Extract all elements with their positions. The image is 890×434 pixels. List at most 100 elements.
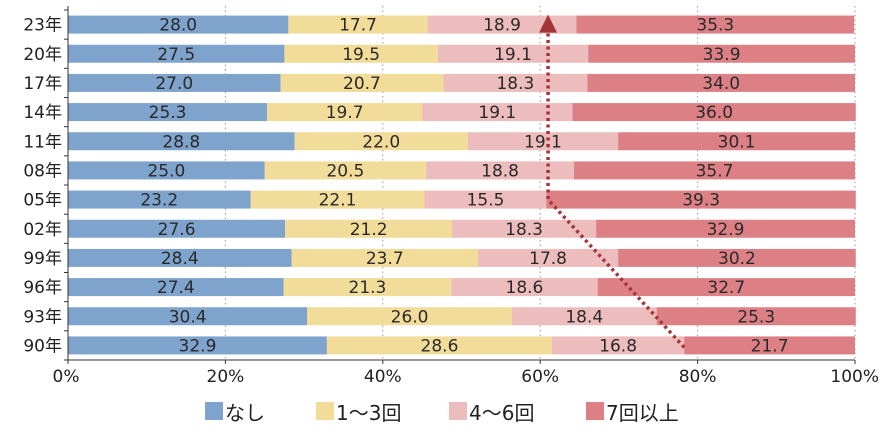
- data-label: 17.8: [529, 249, 567, 269]
- bar-segment: [424, 190, 547, 209]
- data-label: 17.7: [339, 16, 377, 36]
- data-labels: 28.0 17.7 18.9 35.3 27.5 19.5 19.1 33.9 27.0 20.7…: [140, 16, 788, 357]
- data-label: 23.7: [366, 249, 404, 269]
- bar-segment: [451, 278, 598, 297]
- x-tick-label: 20%: [207, 367, 245, 387]
- bar-segment: [574, 161, 855, 180]
- data-label: 23.2: [140, 191, 178, 211]
- category-label: 11年: [23, 132, 62, 152]
- category-label: 14年: [23, 103, 62, 123]
- category-label: 20年: [23, 45, 62, 65]
- bar-segment: [68, 190, 251, 209]
- data-label: 35.3: [696, 16, 734, 36]
- bar-segment: [588, 44, 855, 63]
- bar-segment: [572, 103, 856, 122]
- bar-segment: [68, 15, 289, 34]
- bar-segment: [68, 103, 268, 122]
- legend-label: 1～3回: [336, 400, 402, 425]
- bar-segment: [283, 278, 452, 297]
- data-label: 18.3: [496, 74, 534, 94]
- data-label: 27.4: [157, 278, 195, 298]
- bar-segment: [250, 190, 425, 209]
- bars: [68, 15, 856, 355]
- bar-segment: [68, 73, 281, 92]
- data-label: 33.9: [703, 45, 741, 65]
- category-label: 99年: [23, 249, 62, 269]
- data-label: 15.5: [467, 191, 505, 211]
- bar-segment: [546, 190, 856, 209]
- data-label: 32.7: [707, 278, 745, 298]
- category-label: 17年: [23, 74, 62, 94]
- category-label: 93年: [23, 307, 62, 327]
- bar-segment: [467, 132, 619, 151]
- data-label: 21.7: [751, 336, 789, 356]
- bar-segment: [596, 219, 855, 238]
- bar-segment: [684, 336, 855, 355]
- bar-segment: [288, 15, 428, 34]
- data-label: 19.1: [494, 45, 532, 65]
- category-labels: 23年 20年 17年 14年 11年 08年 05年 02年 99年 96年 93年 90年: [23, 16, 62, 357]
- data-label: 19.1: [524, 132, 562, 152]
- data-label: 28.4: [161, 249, 199, 269]
- data-label: 30.1: [718, 132, 756, 152]
- legend-item-7-plus: 7回以上: [586, 396, 679, 426]
- trend-arrow-line: [546, 32, 686, 349]
- data-label: 21.3: [349, 278, 387, 298]
- bar-segment: [618, 248, 856, 267]
- trend-arrow-annotation: [539, 14, 686, 349]
- category-label: 96年: [23, 278, 62, 298]
- bar-segment: [68, 278, 284, 297]
- data-label: 18.3: [505, 220, 543, 240]
- bar-segment: [267, 103, 423, 122]
- data-label: 25.3: [737, 307, 775, 327]
- bar-segment: [294, 132, 468, 151]
- category-label: 90年: [23, 336, 62, 356]
- data-label: 26.0: [391, 307, 429, 327]
- data-label: 39.3: [682, 191, 720, 211]
- category-label: 23年: [23, 16, 62, 36]
- bar-segment: [452, 219, 597, 238]
- data-label: 21.2: [350, 220, 388, 240]
- bar-segment: [422, 103, 573, 122]
- data-label: 27.0: [155, 74, 193, 94]
- category-label: 08年: [23, 161, 62, 181]
- data-label: 22.0: [362, 132, 400, 152]
- data-label: 19.1: [478, 103, 516, 123]
- x-tick-label: 0%: [53, 367, 80, 387]
- bar-segment: [587, 73, 855, 92]
- data-label: 30.2: [718, 249, 756, 269]
- grid-lines: [224, 6, 856, 360]
- data-label: 27.5: [157, 45, 195, 65]
- legend-label: なし: [225, 400, 265, 425]
- bar-segment: [284, 44, 438, 63]
- data-label: 32.9: [707, 220, 745, 240]
- data-label: 30.4: [169, 307, 207, 327]
- data-label: 25.3: [149, 103, 187, 123]
- legend-label: 7回以上: [606, 400, 679, 425]
- data-label: 20.7: [343, 74, 381, 94]
- x-tick-label: 100%: [830, 367, 879, 387]
- bar-segment: [426, 161, 575, 180]
- category-label: 02年: [23, 220, 62, 240]
- bar-segment: [552, 336, 685, 355]
- data-label: 19.7: [326, 103, 364, 123]
- data-label: 25.0: [147, 161, 185, 181]
- bar-segment: [307, 307, 512, 326]
- data-label: 32.9: [179, 336, 217, 356]
- data-label: 28.6: [421, 336, 459, 356]
- x-tick-labels: 0% 20% 40% 60% 80% 100%: [53, 367, 879, 387]
- data-label: 18.9: [483, 16, 521, 36]
- data-label: 16.8: [599, 336, 637, 356]
- bar-segment: [264, 161, 427, 180]
- data-label: 36.0: [695, 103, 733, 123]
- bar-segment: [597, 278, 855, 297]
- legend-swatch: [205, 402, 223, 420]
- bar-segment: [68, 44, 285, 63]
- legend: なし 1～3回 4～6回 7回以上: [0, 396, 890, 426]
- bar-segment: [68, 132, 295, 151]
- data-label: 20.5: [326, 161, 364, 181]
- data-label: 22.1: [319, 191, 357, 211]
- data-label: 18.6: [506, 278, 544, 298]
- bar-segment: [437, 44, 589, 63]
- bar-segment: [443, 73, 588, 92]
